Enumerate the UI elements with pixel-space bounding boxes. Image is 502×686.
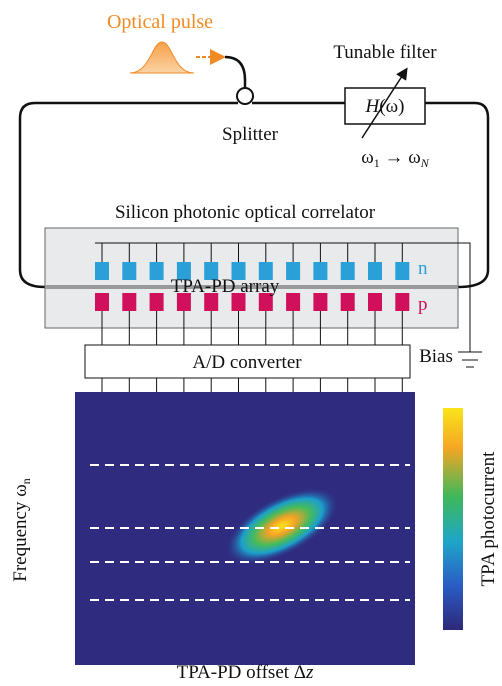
n-region bbox=[149, 262, 164, 280]
pulse-icon bbox=[129, 41, 195, 74]
freq-tick: ωN bbox=[53, 455, 75, 478]
p-region bbox=[286, 293, 301, 311]
colorbar-label: TPA photocurrent bbox=[478, 451, 499, 587]
n-region bbox=[176, 262, 191, 280]
n-region bbox=[395, 262, 410, 280]
freq-symbol: ω bbox=[53, 552, 66, 573]
freq-symbol: ω bbox=[53, 455, 66, 476]
n-region bbox=[231, 262, 246, 280]
freq-sub: N bbox=[66, 464, 75, 478]
tune-arrow bbox=[361, 67, 408, 139]
p-region bbox=[395, 293, 410, 311]
filter-label: Tunable filter bbox=[333, 42, 437, 63]
p-region bbox=[204, 293, 219, 311]
y-axis-label: Frequency ωn bbox=[10, 478, 33, 581]
ground bbox=[458, 351, 482, 368]
freq-lines bbox=[90, 464, 410, 601]
bias-label: Bias bbox=[419, 346, 453, 367]
freq-tick: ω1 bbox=[53, 590, 72, 613]
freq-tick: ω2 bbox=[53, 552, 72, 575]
p-label: p bbox=[418, 294, 428, 315]
n-region bbox=[204, 262, 219, 280]
p-region bbox=[313, 293, 328, 311]
freq-sub: 2 bbox=[66, 561, 72, 575]
array-label: TPA-PD array bbox=[171, 276, 280, 297]
p-region bbox=[149, 293, 164, 311]
n-label: n bbox=[418, 258, 428, 279]
pulse-label: Optical pulse bbox=[107, 11, 213, 33]
x-axis-label: TPA-PD offset Δz bbox=[177, 662, 314, 683]
splitter-label: Splitter bbox=[222, 124, 279, 145]
n-region bbox=[340, 262, 355, 280]
n-region bbox=[122, 262, 137, 280]
p-region bbox=[176, 293, 191, 311]
filter-symbol: H(ω) bbox=[365, 96, 405, 117]
freq-sub: 3 bbox=[66, 527, 72, 541]
freq-symbol: ω bbox=[53, 518, 66, 539]
correlator-label: Silicon photonic optical correlator bbox=[115, 202, 376, 223]
freq-symbol: ⋮ bbox=[53, 486, 72, 507]
n-region bbox=[95, 262, 109, 280]
n-region bbox=[258, 262, 273, 280]
bias-wire bbox=[95, 242, 471, 352]
chip bbox=[44, 227, 459, 329]
freq-symbol: ω bbox=[53, 590, 66, 611]
splitter-icon bbox=[236, 87, 254, 105]
p-region bbox=[231, 293, 246, 311]
colorbar bbox=[443, 408, 463, 630]
n-region bbox=[313, 262, 328, 280]
freq-tick: ω3 bbox=[53, 518, 72, 541]
p-region bbox=[368, 293, 382, 311]
fiber bbox=[18, 55, 490, 289]
p-region bbox=[122, 293, 137, 311]
filter-box bbox=[344, 87, 426, 125]
n-region bbox=[286, 262, 301, 280]
adc-box bbox=[84, 344, 411, 379]
freq-sub: 1 bbox=[66, 599, 72, 613]
n-region bbox=[368, 262, 382, 280]
p-region bbox=[258, 293, 273, 311]
adc-label: A/D converter bbox=[192, 352, 302, 373]
freq-tick: ⋮ bbox=[53, 486, 72, 507]
heatmap-peak bbox=[225, 487, 339, 565]
p-region bbox=[95, 293, 109, 311]
filter-range: ω1 → ωN bbox=[361, 147, 430, 170]
p-region bbox=[340, 293, 355, 311]
